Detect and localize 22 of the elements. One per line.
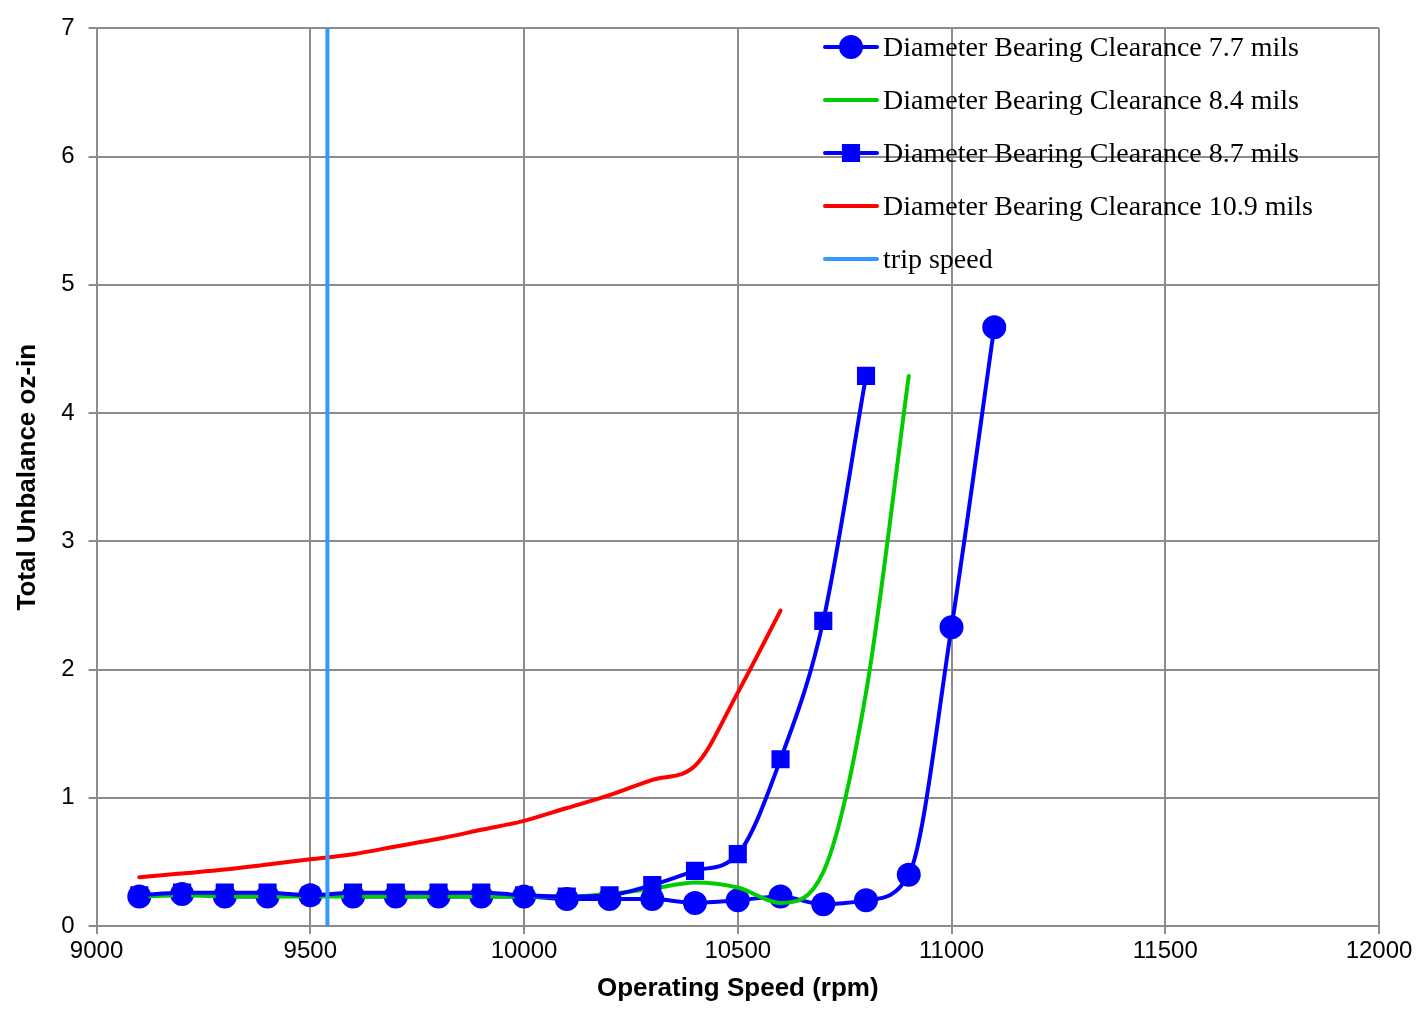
x-tick-label: 11500 (1132, 936, 1198, 964)
x-tick-label: 9000 (69, 936, 124, 964)
y-tick-label: 6 (61, 141, 75, 169)
legend-label: Diameter Bearing Clearance 10.9 mils (883, 189, 1313, 222)
legend-label: Diameter Bearing Clearance 8.7 mils (883, 136, 1299, 169)
x-tick-label: 10000 (490, 936, 558, 964)
y-axis-title: Total Unbalance oz-in (10, 343, 41, 611)
legend-label: Diameter Bearing Clearance 8.4 mils (883, 83, 1299, 116)
x-tick-label: 10500 (704, 936, 772, 964)
x-tick-label: 9500 (283, 936, 337, 964)
y-tick-label: 7 (61, 13, 75, 41)
y-tick-label: 2 (61, 654, 75, 682)
y-tick-label: 1 (61, 782, 75, 810)
y-tick-label: 3 (61, 525, 75, 553)
y-tick-label: 4 (61, 397, 75, 425)
x-tick-label: 12000 (1345, 936, 1413, 964)
y-tick-label: 0 (61, 910, 75, 938)
x-tick-label: 11000 (919, 936, 984, 964)
y-tick-label: 5 (61, 269, 75, 297)
legend-label: trip speed (883, 242, 993, 275)
legend-label: Diameter Bearing Clearance 7.7 mils (883, 30, 1299, 63)
x-axis-title: Operating Speed (rpm) (596, 971, 879, 1002)
